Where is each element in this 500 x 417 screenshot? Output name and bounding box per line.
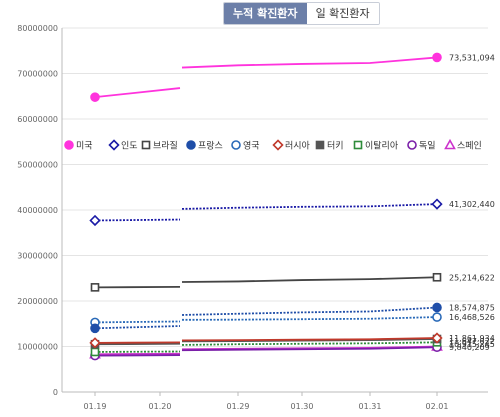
legend-marker [231, 140, 241, 150]
series-line [94, 320, 181, 324]
series-line [94, 218, 181, 222]
data-point [89, 214, 101, 227]
legend-label: 이탈리아 [365, 141, 399, 152]
x-tick-label: 02.01 [426, 402, 449, 411]
series-line [181, 306, 438, 316]
y-tick-label: 20000000 [17, 297, 58, 306]
data-label: 10,915,245 [449, 340, 495, 349]
series-line [181, 338, 438, 343]
series-line [181, 276, 438, 283]
series-line [94, 325, 181, 330]
data-point [431, 198, 443, 210]
x-tick-label: 01.20 [149, 402, 172, 411]
series-line [181, 337, 438, 342]
data-label: 11,861,934 [449, 334, 495, 343]
legend-label: 미국 [76, 141, 93, 152]
x-tick-label: 01.19 [84, 402, 107, 411]
data-label: 25,214,622 [449, 273, 495, 282]
x-tick-label: 01.30 [291, 402, 314, 411]
series-line [181, 316, 438, 321]
legend-label: 프랑스 [198, 140, 223, 152]
data-label: 73,531,094 [449, 53, 495, 62]
legend-marker [315, 140, 325, 150]
legend-label: 독일 [419, 141, 436, 152]
y-tick-label: 30000000 [17, 252, 58, 261]
data-point [90, 347, 100, 357]
y-tick-label: 0 [53, 388, 58, 397]
tab-group: 누적 확진환자 일 확진환자 [223, 2, 380, 25]
data-label: 11,647,022 [449, 337, 495, 346]
series-line [181, 56, 438, 69]
y-tick-label: 60000000 [17, 115, 58, 124]
tab-cumulative-cases[interactable]: 누적 확진환자 [224, 3, 307, 24]
legend-label: 영국 [243, 141, 260, 152]
data-point [90, 323, 100, 334]
data-point [432, 52, 442, 63]
data-point [432, 312, 442, 322]
data-point [432, 272, 442, 282]
y-tick-label: 50000000 [17, 161, 58, 170]
legend-label: 스페인 [457, 141, 482, 152]
y-tick-label: 70000000 [17, 70, 58, 79]
data-label: 9,840,209 [449, 343, 490, 352]
y-tick-label: 40000000 [17, 206, 58, 215]
x-tick-label: 01.29 [227, 402, 250, 411]
legend-marker [444, 138, 456, 150]
x-tick-label: 01.31 [359, 402, 382, 411]
legend-label: 브라질 [153, 140, 178, 152]
data-point [432, 302, 442, 313]
legend-marker [64, 140, 74, 150]
data-point [90, 92, 100, 102]
data-label: 41,302,440 [449, 200, 495, 209]
legend-label: 러시아 [285, 141, 311, 152]
legend-marker [272, 139, 284, 151]
data-point [431, 332, 443, 344]
series-line [181, 203, 438, 210]
data-label: 16,468,526 [449, 313, 495, 322]
legend-label: 인도 [121, 141, 138, 152]
series-line [181, 346, 438, 352]
series-line [94, 87, 181, 99]
tab-daily-cases[interactable]: 일 확진환자 [306, 3, 379, 24]
data-label: 18,574,875 [449, 303, 495, 312]
data-point [89, 337, 101, 349]
legend-label: 터키 [327, 141, 344, 152]
legend-marker [353, 140, 363, 150]
legend-marker [407, 140, 417, 150]
series-line [181, 341, 438, 346]
legend-marker [186, 140, 196, 150]
legend-marker [141, 140, 151, 150]
y-tick-label: 10000000 [17, 343, 58, 352]
y-tick-label: 80000000 [17, 24, 58, 33]
data-point [90, 283, 100, 292]
legend-marker [108, 139, 120, 151]
